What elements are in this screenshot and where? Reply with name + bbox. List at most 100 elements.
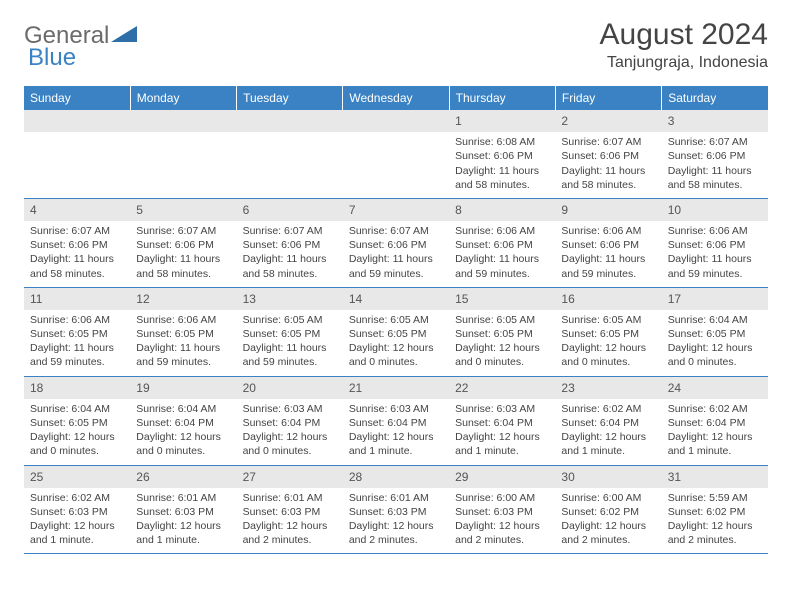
calendar-cell: 16Sunrise: 6:05 AMSunset: 6:05 PMDayligh… (555, 287, 661, 376)
calendar-cell: 24Sunrise: 6:02 AMSunset: 6:04 PMDayligh… (662, 376, 768, 465)
sunrise-line: Sunrise: 6:07 AM (668, 135, 762, 149)
sunrise-line: Sunrise: 6:01 AM (136, 491, 230, 505)
sunrise-line: Sunrise: 6:03 AM (349, 402, 443, 416)
day-number: 17 (662, 288, 768, 310)
sunset-line: Sunset: 6:04 PM (561, 416, 655, 430)
day-body: Sunrise: 6:06 AMSunset: 6:06 PMDaylight:… (555, 221, 661, 287)
sunset-line: Sunset: 6:06 PM (561, 149, 655, 163)
calendar-head: SundayMondayTuesdayWednesdayThursdayFrid… (24, 86, 768, 110)
daylight-line: Daylight: 12 hours and 1 minute. (349, 430, 443, 458)
sunset-line: Sunset: 6:06 PM (30, 238, 124, 252)
calendar-cell: 14Sunrise: 6:05 AMSunset: 6:05 PMDayligh… (343, 287, 449, 376)
sunrise-line: Sunrise: 6:00 AM (455, 491, 549, 505)
day-body: Sunrise: 6:07 AMSunset: 6:06 PMDaylight:… (237, 221, 343, 287)
daylight-line: Daylight: 12 hours and 0 minutes. (455, 341, 549, 369)
calendar-cell: 7Sunrise: 6:07 AMSunset: 6:06 PMDaylight… (343, 198, 449, 287)
calendar-row: 1Sunrise: 6:08 AMSunset: 6:06 PMDaylight… (24, 110, 768, 198)
sunset-line: Sunset: 6:05 PM (243, 327, 337, 341)
calendar-cell-empty (237, 110, 343, 198)
sunrise-line: Sunrise: 6:07 AM (561, 135, 655, 149)
day-number: 30 (555, 466, 661, 488)
calendar-cell: 8Sunrise: 6:06 AMSunset: 6:06 PMDaylight… (449, 198, 555, 287)
sunrise-line: Sunrise: 6:07 AM (30, 224, 124, 238)
day-body: Sunrise: 6:05 AMSunset: 6:05 PMDaylight:… (555, 310, 661, 376)
day-number: 28 (343, 466, 449, 488)
calendar-cell: 28Sunrise: 6:01 AMSunset: 6:03 PMDayligh… (343, 465, 449, 554)
logo-text-blue: Blue (28, 44, 76, 71)
sunset-line: Sunset: 6:03 PM (30, 505, 124, 519)
daylight-line: Daylight: 12 hours and 2 minutes. (668, 519, 762, 547)
day-body: Sunrise: 6:07 AMSunset: 6:06 PMDaylight:… (130, 221, 236, 287)
day-number: 27 (237, 466, 343, 488)
calendar-cell-empty (343, 110, 449, 198)
sunset-line: Sunset: 6:02 PM (561, 505, 655, 519)
day-number: 31 (662, 466, 768, 488)
calendar-row: 18Sunrise: 6:04 AMSunset: 6:05 PMDayligh… (24, 376, 768, 465)
logo-triangle-icon (111, 24, 137, 49)
day-number: 3 (662, 110, 768, 132)
day-body: Sunrise: 6:02 AMSunset: 6:04 PMDaylight:… (555, 399, 661, 465)
sunrise-line: Sunrise: 6:03 AM (243, 402, 337, 416)
day-number (237, 110, 343, 132)
weekday-header: Sunday (24, 86, 130, 110)
sunset-line: Sunset: 6:02 PM (668, 505, 762, 519)
sunrise-line: Sunrise: 6:05 AM (349, 313, 443, 327)
day-body: Sunrise: 6:04 AMSunset: 6:04 PMDaylight:… (130, 399, 236, 465)
weekday-header: Monday (130, 86, 236, 110)
daylight-line: Daylight: 11 hours and 58 minutes. (561, 164, 655, 192)
sunset-line: Sunset: 6:04 PM (349, 416, 443, 430)
sunset-line: Sunset: 6:05 PM (136, 327, 230, 341)
day-body: Sunrise: 6:03 AMSunset: 6:04 PMDaylight:… (237, 399, 343, 465)
day-body: Sunrise: 6:00 AMSunset: 6:03 PMDaylight:… (449, 488, 555, 554)
day-body: Sunrise: 6:07 AMSunset: 6:06 PMDaylight:… (343, 221, 449, 287)
daylight-line: Daylight: 11 hours and 58 minutes. (30, 252, 124, 280)
sunset-line: Sunset: 6:06 PM (243, 238, 337, 252)
day-body: Sunrise: 6:03 AMSunset: 6:04 PMDaylight:… (343, 399, 449, 465)
calendar-row: 11Sunrise: 6:06 AMSunset: 6:05 PMDayligh… (24, 287, 768, 376)
day-number: 21 (343, 377, 449, 399)
calendar-cell: 15Sunrise: 6:05 AMSunset: 6:05 PMDayligh… (449, 287, 555, 376)
sunset-line: Sunset: 6:04 PM (668, 416, 762, 430)
calendar-row: 4Sunrise: 6:07 AMSunset: 6:06 PMDaylight… (24, 198, 768, 287)
day-body: Sunrise: 6:03 AMSunset: 6:04 PMDaylight:… (449, 399, 555, 465)
sunrise-line: Sunrise: 6:08 AM (455, 135, 549, 149)
sunrise-line: Sunrise: 6:00 AM (561, 491, 655, 505)
calendar-cell: 3Sunrise: 6:07 AMSunset: 6:06 PMDaylight… (662, 110, 768, 198)
day-number: 6 (237, 199, 343, 221)
daylight-line: Daylight: 11 hours and 58 minutes. (136, 252, 230, 280)
calendar-cell: 10Sunrise: 6:06 AMSunset: 6:06 PMDayligh… (662, 198, 768, 287)
sunrise-line: Sunrise: 6:07 AM (243, 224, 337, 238)
daylight-line: Daylight: 12 hours and 2 minutes. (561, 519, 655, 547)
sunrise-line: Sunrise: 6:06 AM (30, 313, 124, 327)
day-number: 12 (130, 288, 236, 310)
calendar-cell: 31Sunrise: 5:59 AMSunset: 6:02 PMDayligh… (662, 465, 768, 554)
sunrise-line: Sunrise: 6:02 AM (30, 491, 124, 505)
daylight-line: Daylight: 11 hours and 59 minutes. (668, 252, 762, 280)
sunset-line: Sunset: 6:05 PM (561, 327, 655, 341)
day-number: 15 (449, 288, 555, 310)
day-body: Sunrise: 6:04 AMSunset: 6:05 PMDaylight:… (24, 399, 130, 465)
day-body: Sunrise: 6:06 AMSunset: 6:05 PMDaylight:… (130, 310, 236, 376)
calendar-cell: 20Sunrise: 6:03 AMSunset: 6:04 PMDayligh… (237, 376, 343, 465)
daylight-line: Daylight: 11 hours and 59 minutes. (455, 252, 549, 280)
sunrise-line: Sunrise: 6:05 AM (455, 313, 549, 327)
day-number: 14 (343, 288, 449, 310)
calendar-cell: 19Sunrise: 6:04 AMSunset: 6:04 PMDayligh… (130, 376, 236, 465)
daylight-line: Daylight: 11 hours and 59 minutes. (243, 341, 337, 369)
calendar-body: 1Sunrise: 6:08 AMSunset: 6:06 PMDaylight… (24, 110, 768, 554)
day-body: Sunrise: 6:05 AMSunset: 6:05 PMDaylight:… (237, 310, 343, 376)
day-number: 9 (555, 199, 661, 221)
day-number: 7 (343, 199, 449, 221)
sunrise-line: Sunrise: 6:03 AM (455, 402, 549, 416)
day-number: 29 (449, 466, 555, 488)
day-body: Sunrise: 6:07 AMSunset: 6:06 PMDaylight:… (662, 132, 768, 198)
daylight-line: Daylight: 12 hours and 1 minute. (136, 519, 230, 547)
sunset-line: Sunset: 6:05 PM (349, 327, 443, 341)
calendar-cell: 11Sunrise: 6:06 AMSunset: 6:05 PMDayligh… (24, 287, 130, 376)
sunset-line: Sunset: 6:03 PM (349, 505, 443, 519)
weekday-header: Friday (555, 86, 661, 110)
daylight-line: Daylight: 12 hours and 1 minute. (455, 430, 549, 458)
sunset-line: Sunset: 6:06 PM (455, 149, 549, 163)
day-body: Sunrise: 6:06 AMSunset: 6:05 PMDaylight:… (24, 310, 130, 376)
sunrise-line: Sunrise: 6:05 AM (243, 313, 337, 327)
